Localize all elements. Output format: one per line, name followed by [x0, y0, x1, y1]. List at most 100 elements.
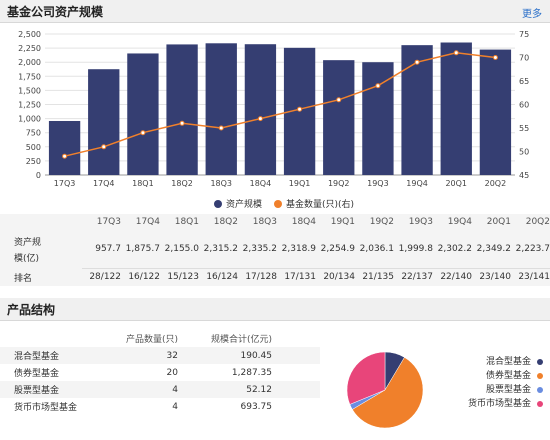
bar-20Q1[interactable] [440, 42, 472, 175]
x-tick: 18Q4 [250, 179, 272, 188]
product-col-header [0, 330, 104, 347]
x-tick: 17Q3 [54, 179, 76, 188]
table-corner [0, 214, 82, 230]
table-col-header: 19Q1 [330, 217, 355, 227]
table-cell: 28/122 [82, 267, 121, 286]
table-col-header: 18Q1 [174, 217, 199, 227]
asset-scale-chart: 0 250 500 750 1,000 1,250 1,500 1,750 2,000 2,250… [18, 30, 529, 210]
y-left-tick: 1,500 [18, 86, 41, 95]
count-point-20Q2[interactable] [492, 55, 498, 60]
table-cell: 22/137 [394, 267, 433, 286]
legend-dot-count [274, 200, 282, 208]
asset-table: 17Q3 17Q4 18Q1 18Q2 18Q3 18Q4 19Q1 19Q2 19Q3 19Q4… [0, 214, 550, 286]
legend-asset: 资产规模 [226, 198, 262, 210]
table-cell: 2,335.2 [242, 243, 277, 254]
count-point-18Q4[interactable] [257, 116, 263, 122]
x-tick: 19Q3 [367, 179, 389, 188]
product-count: 4 [172, 401, 178, 412]
bar-18Q2[interactable] [166, 44, 198, 175]
bar-18Q1[interactable] [127, 53, 159, 175]
table-cell: 2,223.7 [515, 243, 550, 254]
bar-17Q3[interactable] [48, 120, 81, 175]
x-tick: 18Q2 [171, 179, 193, 188]
table-col-header: 19Q3 [408, 217, 433, 227]
bar-19Q3[interactable] [362, 62, 394, 175]
table-cell: 23/141 [511, 267, 550, 286]
count-point-17Q4[interactable] [101, 144, 107, 150]
y-left-tick: 250 [26, 157, 41, 166]
count-point-18Q1[interactable] [140, 130, 146, 136]
table-cell: 1,999.8 [398, 243, 433, 254]
count-point-19Q3[interactable] [375, 83, 381, 89]
table-col-header: 19Q4 [447, 217, 472, 227]
x-tick: 18Q3 [210, 179, 232, 188]
bar-20Q2[interactable] [479, 49, 512, 175]
y-right-tick: 55 [519, 124, 529, 133]
bar-17Q4[interactable] [88, 69, 120, 175]
count-point-18Q3[interactable] [218, 125, 224, 131]
x-tick: 19Q2 [328, 179, 350, 188]
product-pie-chart [346, 351, 424, 429]
count-line [64, 52, 496, 157]
product-table: 产品数量(只) 规模合计(亿元) 混合型基金 32 190.45 债券型基金 20 1,287… [0, 330, 320, 415]
product-count: 20 [166, 367, 178, 378]
more-link[interactable]: 更多 [522, 9, 542, 20]
bar-19Q2[interactable] [323, 60, 355, 176]
product-scale: 693.75 [240, 401, 273, 412]
y-right-tick: 65 [519, 77, 529, 86]
count-point-19Q4[interactable] [414, 59, 420, 65]
y-left-tick: 2,000 [18, 58, 41, 67]
table-col-header: 18Q3 [252, 217, 277, 227]
table-row: 排名 28/122 16/122 15/123 16/124 17/128 17/131 20… [0, 267, 550, 286]
table-cell: 2,349.2 [476, 243, 511, 254]
pie-legend-label: 货币市场型基金 [467, 399, 531, 409]
pie-legend-dot [537, 372, 543, 379]
product-count: 32 [166, 350, 178, 361]
table-row-label: 资产规模(亿) [0, 230, 82, 268]
table-row-label: 排名 [0, 268, 82, 286]
table-col-header: 17Q4 [135, 217, 160, 227]
table-cell: 2,254.9 [320, 243, 355, 254]
y-right-tick: 70 [519, 54, 529, 63]
y-right-tick: 60 [519, 101, 529, 110]
product-header-row: 产品数量(只) 规模合计(亿元) [0, 330, 320, 347]
y-left-tick: 2,500 [18, 30, 41, 39]
table-cell: 2,302.2 [437, 243, 472, 254]
pie-legend-label: 债券型基金 [485, 371, 531, 381]
product-structure-header: 产品结构 [0, 298, 550, 321]
row-label-line1: 资产规 [14, 237, 42, 248]
pie-legend-item: 混合型基金 [486, 354, 543, 367]
count-point-19Q2[interactable] [336, 97, 342, 103]
bar-18Q4[interactable] [244, 44, 277, 175]
table-col-header: 17Q3 [96, 217, 121, 227]
row-label-line1: 排名 [14, 273, 33, 284]
pie-legend-item: 债券型基金 [486, 368, 543, 381]
table-cell: 20/134 [316, 267, 355, 286]
table-cell: 1,875.7 [125, 243, 160, 254]
pie-legend-dot [537, 358, 543, 365]
count-point-19Q1[interactable] [297, 106, 303, 112]
chart-legend: 资产规模 基金数量(只)(右) [214, 198, 354, 210]
table-cell: 2,315.2 [203, 243, 238, 254]
count-point-20Q1[interactable] [453, 50, 459, 56]
product-name: 混合型基金 [14, 352, 60, 362]
y-left-tick: 1,250 [18, 101, 41, 110]
table-cell: 22/140 [433, 267, 472, 286]
pie-legend-item: 股票型基金 [486, 382, 543, 395]
y-left-tick: 500 [26, 143, 41, 152]
y-left-tick: 2,250 [18, 44, 41, 53]
y-left-tick: 0 [36, 171, 41, 180]
count-point-18Q2[interactable] [179, 120, 185, 126]
count-point-17Q3[interactable] [62, 153, 68, 159]
bar-19Q4[interactable] [401, 45, 433, 176]
product-scale: 52.12 [246, 384, 272, 395]
y-left-tick: 750 [26, 129, 41, 138]
table-col-header: 18Q2 [213, 217, 238, 227]
pie-legend-dot [537, 386, 543, 393]
row-label-line2: 模(亿) [14, 253, 40, 264]
pie-slice-货币市场型基金[interactable] [346, 351, 386, 405]
pie-slice-债券型基金[interactable] [352, 357, 424, 429]
product-scale: 190.45 [240, 350, 273, 361]
bar-18Q3[interactable] [205, 43, 237, 175]
x-tick: 20Q1 [445, 179, 467, 188]
